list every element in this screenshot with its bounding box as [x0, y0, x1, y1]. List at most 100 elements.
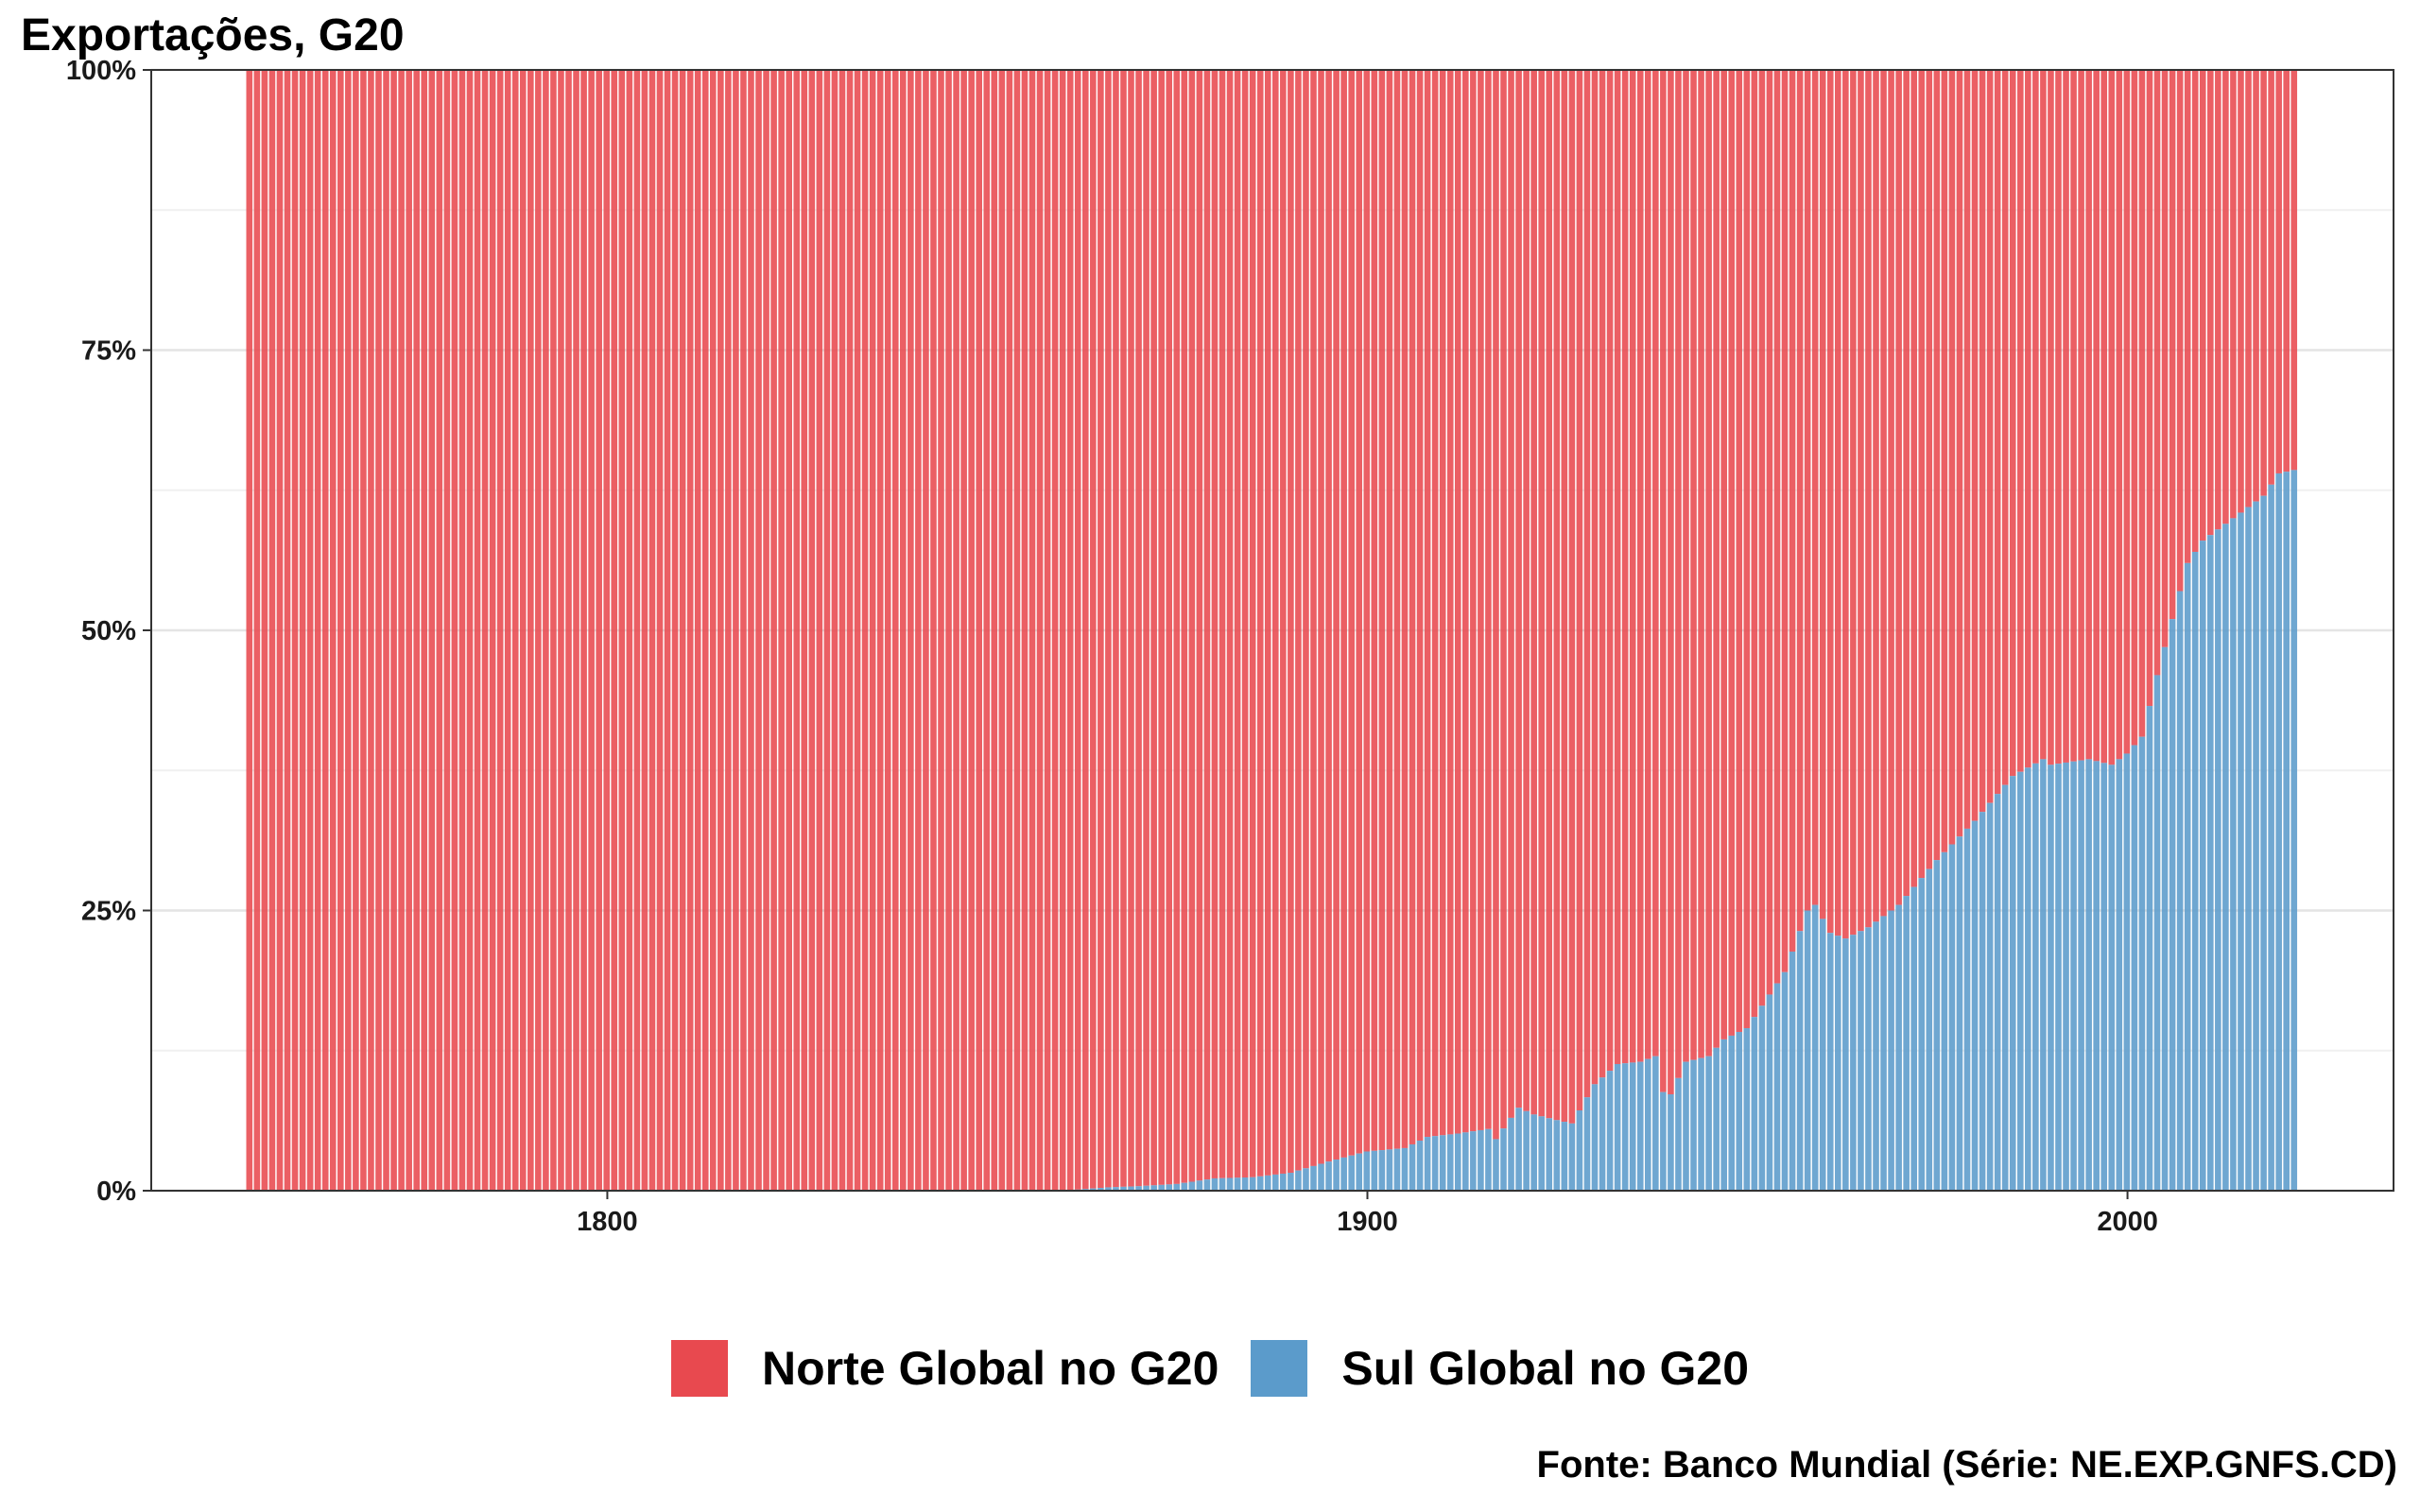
bar-norte — [1796, 70, 1804, 932]
bar-norte — [1135, 70, 1142, 1187]
bar-norte — [2032, 70, 2039, 764]
bar-norte — [353, 70, 359, 1191]
legend-item-sul: Sul Global no G20 — [1251, 1340, 1749, 1397]
bar-norte — [413, 70, 420, 1191]
bar-sul — [1979, 812, 1986, 1191]
bar-norte — [1668, 70, 1674, 1095]
bar-norte — [778, 70, 785, 1191]
bar-norte — [2146, 70, 2153, 707]
bar-sul — [1356, 1153, 1363, 1191]
bar-sul — [2131, 745, 2138, 1191]
bar-sul — [2222, 524, 2229, 1191]
bar-sul — [1462, 1132, 1469, 1191]
bar-norte — [1910, 70, 1918, 887]
bar-sul — [1226, 1177, 1234, 1191]
bar-norte — [337, 70, 344, 1191]
bar-norte — [1546, 70, 1553, 1119]
bar-norte — [1272, 70, 1279, 1175]
bar-sul — [1850, 935, 1857, 1191]
bar-norte — [2207, 70, 2214, 536]
bar-norte — [960, 70, 967, 1191]
bar-sul — [1553, 1120, 1561, 1191]
bar-norte — [1044, 70, 1051, 1191]
bar-sul — [1256, 1176, 1264, 1191]
bar-sul — [1758, 1005, 1766, 1191]
bar-sul — [2001, 784, 2009, 1191]
bar-sul — [1241, 1177, 1249, 1191]
bar-norte — [1470, 70, 1477, 1132]
bar-norte — [2001, 70, 2009, 785]
bar-norte — [481, 70, 489, 1191]
bar-norte — [2184, 70, 2191, 563]
bar-norte — [1690, 70, 1697, 1060]
bar-norte — [2161, 70, 2169, 647]
bar-sul — [2093, 761, 2100, 1191]
bar-norte — [786, 70, 792, 1191]
bar-sul — [2016, 771, 2024, 1191]
bar-sul — [1409, 1143, 1416, 1191]
bar-norte — [383, 70, 389, 1191]
bar-norte — [740, 70, 747, 1191]
bar-norte — [1234, 70, 1241, 1178]
x-tick-label: 1900 — [1337, 1207, 1398, 1237]
bar-sul — [2245, 507, 2252, 1191]
bar-norte — [733, 70, 739, 1191]
bar-norte — [276, 70, 284, 1191]
bar-norte — [1903, 70, 1910, 897]
bar-norte — [1249, 70, 1256, 1177]
bar-norte — [1994, 70, 2001, 795]
bar-norte — [1888, 70, 1894, 911]
bar-norte — [511, 70, 519, 1191]
bar-norte — [1553, 70, 1561, 1121]
bar-norte — [268, 70, 276, 1191]
bar-norte — [717, 70, 724, 1191]
bar-norte — [1393, 70, 1401, 1149]
bar-norte — [428, 70, 436, 1191]
bar-sul — [1500, 1128, 1507, 1191]
bar-norte — [648, 70, 656, 1191]
bar-norte — [664, 70, 671, 1191]
bar-sul — [1971, 820, 1979, 1191]
bar-sul — [2048, 765, 2054, 1191]
bar-norte — [360, 70, 367, 1191]
bar-norte — [1158, 70, 1165, 1185]
bar-norte — [1386, 70, 1393, 1150]
bar-norte — [2215, 70, 2221, 530]
bar-sul — [1113, 1187, 1119, 1191]
bar-sul — [1478, 1129, 1484, 1191]
bar-sul — [1789, 951, 1796, 1191]
bar-sul — [2100, 763, 2108, 1191]
bar-sul — [2063, 762, 2069, 1191]
bar-sul — [2055, 764, 2062, 1191]
bar-sul — [1842, 938, 1849, 1191]
bar-norte — [701, 70, 709, 1191]
bar-norte — [1143, 70, 1150, 1186]
bar-sul — [1668, 1094, 1674, 1191]
bar-norte — [2116, 70, 2123, 760]
bar-sul — [2040, 759, 2047, 1191]
bar-norte — [2222, 70, 2229, 524]
bar-norte — [633, 70, 641, 1191]
bar-sul — [1956, 836, 1963, 1191]
bar-norte — [2063, 70, 2069, 763]
bar-norte — [641, 70, 648, 1191]
bar-sul — [1561, 1122, 1568, 1191]
bar-norte — [1530, 70, 1537, 1115]
bar-norte — [2191, 70, 2199, 552]
bar-norte — [1098, 70, 1104, 1189]
bar-sul — [1493, 1139, 1499, 1191]
bar-sul — [1660, 1091, 1667, 1191]
bar-norte — [2260, 70, 2267, 496]
bar-norte — [1090, 70, 1097, 1189]
bar-sul — [1288, 1173, 1294, 1191]
bar-norte — [345, 70, 352, 1191]
bar-norte — [1462, 70, 1469, 1133]
bar-norte — [861, 70, 869, 1191]
bar-norte — [1736, 70, 1743, 1032]
bar-norte — [543, 70, 549, 1191]
bar-sul — [2085, 759, 2092, 1191]
bar-sul — [2260, 495, 2267, 1191]
bar-norte — [823, 70, 831, 1191]
bar-norte — [1614, 70, 1621, 1064]
bar-sul — [1272, 1174, 1279, 1191]
